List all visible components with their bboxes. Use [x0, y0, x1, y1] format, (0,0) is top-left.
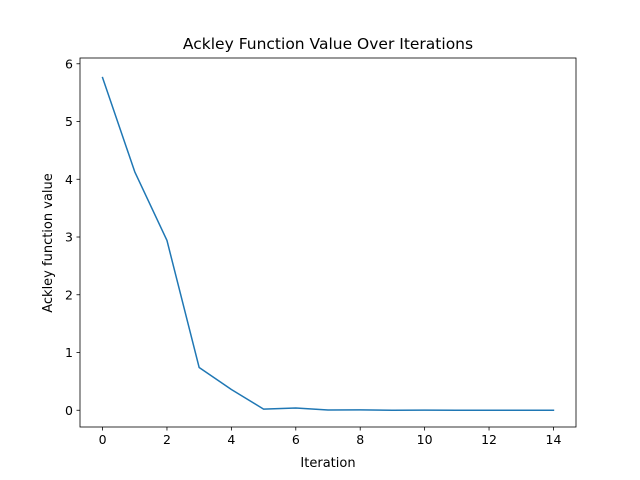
y-tick-label-5: 5 — [65, 114, 73, 129]
x-tick-label-4: 4 — [227, 432, 235, 447]
y-tick-label-3: 3 — [65, 230, 73, 245]
y-tick-label-0: 0 — [65, 403, 73, 418]
y-tick-label-2: 2 — [65, 287, 73, 302]
x-tick-label-10: 10 — [417, 432, 433, 447]
y-tick-label-1: 1 — [65, 345, 73, 360]
x-tick-label-0: 0 — [99, 432, 107, 447]
series-line-0 — [101, 76, 555, 411]
x-tick-label-12: 12 — [481, 432, 497, 447]
y-tick-label-4: 4 — [65, 172, 73, 187]
x-tick-label-2: 2 — [163, 432, 171, 447]
x-tick-label-14: 14 — [546, 432, 562, 447]
y-axis-label: Ackley function value — [41, 173, 56, 313]
axes-frame — [79, 57, 577, 428]
x-axis-label: Iteration — [300, 456, 355, 471]
x-tick-label-6: 6 — [292, 432, 300, 447]
y-tick-label-6: 6 — [65, 56, 73, 71]
chart-title: Ackley Function Value Over Iterations — [183, 35, 473, 53]
x-tick-label-8: 8 — [356, 432, 364, 447]
